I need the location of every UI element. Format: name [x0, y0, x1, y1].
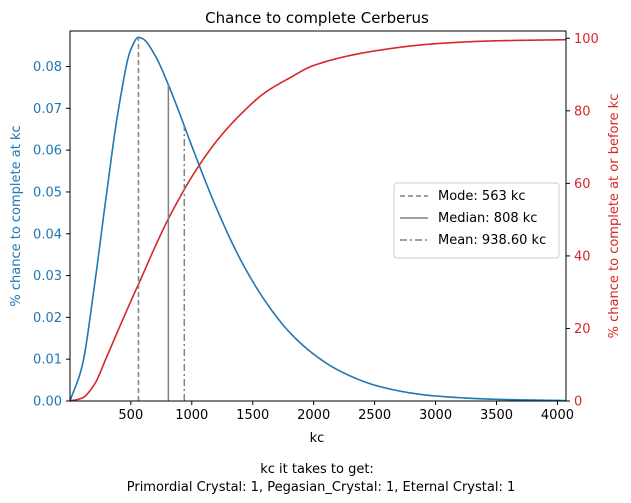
x-tick-label: 2500 — [358, 408, 391, 423]
pdf-series-line — [69, 36, 567, 402]
legend-frame — [393, 182, 560, 259]
y-right-tick-label: 20 — [574, 322, 591, 337]
footer-line-1: kc it takes to get: — [260, 462, 374, 477]
legend-mean-label: Mean: 938.60 kc — [438, 233, 546, 248]
y-left-tick-label: 0.05 — [33, 185, 62, 200]
y-left-tick-label: 0.00 — [33, 395, 62, 410]
y-left-tick-label: 0.04 — [33, 227, 62, 242]
axes-frame — [69, 30, 567, 402]
cdf-series-line — [69, 38, 567, 402]
chart-title: Chance to complete Cerberus — [205, 9, 429, 27]
y-left-tick-label: 0.07 — [33, 102, 62, 117]
y-left-tick-label: 0.08 — [33, 60, 62, 75]
y-right-tick-label: 40 — [574, 249, 591, 264]
x-axis-title: kc — [310, 431, 325, 446]
legend: Mode: 563 kc Median: 808 kc Mean: 938.60… — [393, 182, 560, 259]
legend-median-label: Median: 808 kc — [438, 211, 537, 226]
legend-mode-label: Mode: 563 kc — [438, 189, 526, 204]
x-tick-label: 500 — [118, 408, 143, 423]
plot-area: 500 1000 1500 2000 2500 3000 3500 40000.000.010… — [33, 30, 599, 423]
y-left-tick-label: 0.01 — [33, 353, 62, 368]
y-right-tick-label: 60 — [574, 177, 591, 192]
y-left-axis-title: % chance to complete at kc — [9, 125, 24, 306]
x-tick-label: 3000 — [419, 408, 452, 423]
footer-line-2: Primordial Crystal: 1, Pegasian_Crystal:… — [127, 480, 516, 495]
x-tick-label: 1000 — [175, 408, 208, 423]
y-left-tick-label: 0.03 — [33, 269, 62, 284]
y-right-tick-label: 100 — [574, 32, 599, 47]
x-tick-label: 4000 — [541, 408, 574, 423]
x-tick-label: 1500 — [236, 408, 269, 423]
y-left-tick-label: 0.06 — [33, 144, 62, 159]
y-right-tick-label: 80 — [574, 104, 591, 119]
x-tick-label: 3500 — [480, 408, 513, 423]
y-left-tick-label: 0.02 — [33, 311, 62, 326]
y-right-tick-label: 0 — [574, 395, 582, 410]
y-right-axis-title: % chance to complete at or before kc — [607, 94, 622, 339]
x-tick-label: 2000 — [297, 408, 330, 423]
